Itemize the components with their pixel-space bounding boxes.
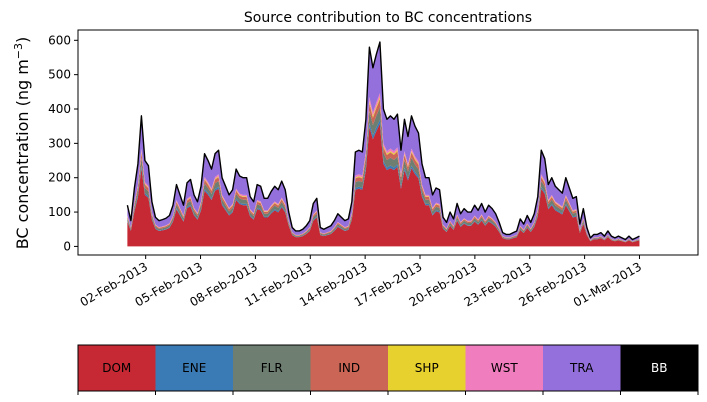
y-tick-label: 600 <box>48 33 71 47</box>
plot-frame <box>77 29 699 256</box>
y-axis-label: BC concentration (ng m−3) <box>12 37 32 250</box>
legend-swatch-ene <box>155 345 233 391</box>
y-axis-label-text: BC concentration (ng m <box>13 59 32 249</box>
area-tra <box>127 42 640 242</box>
y-tick-label: 200 <box>48 171 71 185</box>
legend-label-flr: FLR <box>261 361 283 375</box>
total-line-layer <box>126 41 640 241</box>
y-tick-label: 500 <box>48 68 71 82</box>
areas-layer <box>127 42 640 247</box>
y-axis-label-sup: −3 <box>12 43 25 59</box>
area-dom <box>127 123 640 247</box>
legend-swatch-ind <box>310 345 388 391</box>
legend-label-ene: ENE <box>182 361 206 375</box>
legend-swatch-flr <box>233 345 311 391</box>
legend-label-wst: WST <box>491 361 518 375</box>
y-axis: 0 100 200 300 400 500 600 <box>48 33 78 253</box>
y-tick-label: 400 <box>48 102 71 116</box>
y-tick-label: 0 <box>63 239 71 253</box>
legend-swatch-dom <box>78 345 156 391</box>
legend-label-ind: IND <box>338 361 360 375</box>
legend-label-shp: SHP <box>415 361 439 375</box>
legend-swatch-shp <box>388 345 466 391</box>
legend-label-bb: BB <box>651 361 667 375</box>
total-line <box>126 41 640 241</box>
legend-label-dom: DOM <box>102 361 131 375</box>
legend-swatch-bb <box>620 345 698 391</box>
legend-frame <box>77 344 699 392</box>
y-tick-label: 300 <box>48 136 71 150</box>
legend-colorbar: DOM ENE FLR IND SHP WST TRA BB <box>77 344 699 395</box>
y-tick-label: 100 <box>48 205 71 219</box>
y-axis-label-close: ) <box>13 37 32 43</box>
legend-swatch-wst <box>465 345 543 391</box>
legend-swatch-tra <box>543 345 621 391</box>
legend-label-tra: TRA <box>569 361 594 375</box>
chart-title: Source contribution to BC concentrations <box>244 10 532 26</box>
